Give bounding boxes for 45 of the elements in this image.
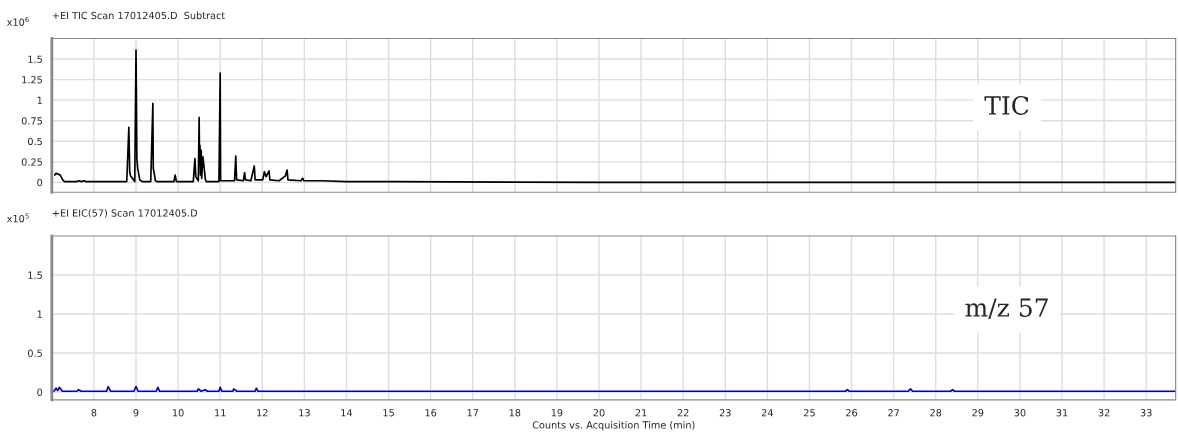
y-tick-label: 1.5 [28, 55, 42, 63]
x-axis-title: Counts vs. Acquisition Time (min) [532, 421, 695, 431]
x-tick-label: 13 [299, 409, 310, 417]
y-tick-label: 1.25 [22, 76, 42, 84]
chart-title: +EI EIC(57) Scan 17012405.D [52, 209, 198, 218]
x-tick-label: 26 [846, 409, 858, 417]
y-axis-title: x10$^{5}$ [6, 213, 29, 223]
annotation: TIC [984, 96, 1029, 115]
x-tick-label: 24 [761, 409, 774, 417]
annotation: m/z 57 [965, 298, 1048, 319]
y-tick-label: 0.75 [21, 117, 42, 125]
chart-title: +EI TIC Scan 17012405.D Subtract [52, 11, 225, 20]
x-tick-label: 8 [91, 409, 97, 417]
x-tick-label: 32 [1098, 409, 1110, 417]
x-tick-label: 16 [425, 409, 437, 417]
x-tick-label: 15 [383, 409, 394, 417]
x-tick-label: 23 [719, 409, 731, 417]
y-tick-label: 0.5 [27, 349, 42, 357]
x-tick-label: 30 [1014, 409, 1026, 417]
x-tick-label: 27 [888, 409, 899, 417]
x-tick-label: 11 [215, 409, 226, 417]
x-tick-label: 31 [1056, 409, 1068, 417]
x-tick-label: 12 [257, 409, 268, 417]
x-tick-label: 33 [1140, 409, 1152, 417]
y-tick-label: 0.25 [21, 158, 42, 166]
y-tick-label: 1.5 [28, 271, 42, 279]
y-tick-label: 1 [37, 96, 42, 104]
y-tick-label: 0.5 [27, 137, 42, 146]
x-tick-label: 19 [551, 409, 563, 417]
x-tick-label: 20 [593, 409, 605, 417]
x-tick-label: 18 [509, 409, 521, 417]
y-axis-title: x10$^{6}$ [6, 16, 29, 26]
x-tick-label: 25 [803, 409, 815, 417]
x-tick-label: 21 [635, 409, 647, 417]
x-tick-label: 14 [341, 409, 353, 417]
x-tick-label: 28 [930, 409, 942, 417]
x-tick-label: 22 [677, 409, 689, 417]
line-series [53, 49, 1176, 184]
y-tick-label: 0 [37, 178, 43, 187]
x-tick-label: 17 [467, 409, 479, 417]
x-tick-label: 9 [133, 409, 139, 417]
x-tick-label: 29 [972, 409, 984, 417]
y-tick-label: 0 [37, 388, 43, 396]
x-tick-label: 10 [172, 409, 184, 417]
y-tick-label: 1 [37, 310, 42, 318]
